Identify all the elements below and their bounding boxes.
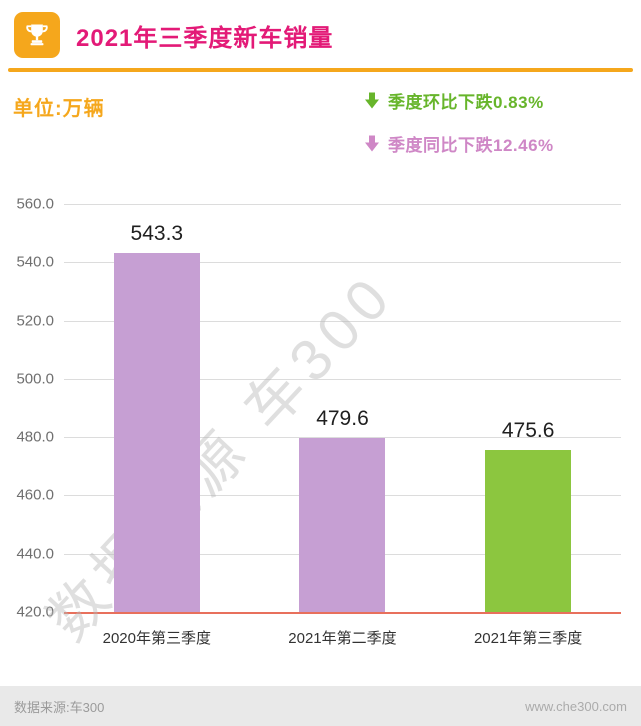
bar-value-label: 475.6 (501, 418, 555, 442)
annotation-qoq: 季度环比下跌0.83% (365, 88, 554, 113)
gridline (64, 320, 621, 322)
y-axis-label: 500.0 (16, 370, 54, 388)
x-labels: 2020年第三季度 2021年第二季度 2021年第三季度 (64, 627, 621, 648)
bar-value-label: 543.3 (130, 221, 184, 245)
bar-column: 543.3 (113, 204, 200, 612)
x-axis-label: 2021年第三季度 (473, 630, 583, 647)
plot: 543.3 479.6 475.6 560.0 540.0 520.0 500.0 480.… (16, 196, 621, 621)
subheader: 单位:万辆 季度环比下跌0.83% 季度同比下跌12.46% (0, 72, 641, 168)
gridline (64, 262, 621, 264)
y-axis-label: 540.0 (16, 253, 54, 271)
footer: 数据来源:车300 www.che300.com (0, 686, 641, 726)
unit-label: 单位:万辆 (13, 98, 105, 120)
bar: 475.6 (485, 419, 572, 612)
down-arrow-icon (365, 135, 379, 152)
y-axis-label: 440.0 (16, 545, 54, 563)
data-source-label: 数据来源:车300 (14, 699, 105, 715)
x-axis-label: 2021年第二季度 (288, 630, 397, 647)
bars: 543.3 479.6 475.6 (64, 204, 621, 612)
down-arrow-icon (365, 92, 379, 109)
y-axis-label: 520.0 (16, 312, 54, 330)
trophy-icon (14, 12, 60, 58)
gridline (64, 378, 621, 380)
header-divider (8, 68, 633, 72)
y-axis-label: 560.0 (16, 195, 54, 213)
y-axis-label: 420.0 (16, 603, 54, 621)
chart-area: 543.3 479.6 475.6 560.0 540.0 520.0 500.0 480.… (0, 168, 641, 654)
trophy-icon-glyph (26, 24, 48, 46)
gridline (64, 437, 621, 439)
bar: 543.3 (113, 222, 200, 612)
y-axis-label: 460.0 (16, 486, 54, 504)
annotation-qoq-text: 季度环比下跌0.83% (388, 93, 544, 112)
bar-value-label: 479.6 (316, 407, 369, 431)
annotation-yoy-text: 季度同比下跌12.46% (388, 136, 554, 155)
y-axis-label: 480.0 (16, 428, 54, 446)
page-title: 2021年三季度新车销量 (76, 24, 334, 52)
bar-column: 475.6 (485, 204, 572, 612)
bar: 479.6 (299, 407, 386, 612)
header: 2021年三季度新车销量 (0, 0, 641, 68)
annotation-yoy: 季度同比下跌12.46% (365, 131, 554, 156)
gridline (64, 204, 621, 205)
bar-column: 479.6 (299, 204, 386, 612)
annotations: 季度环比下跌0.83% 季度同比下跌12.46% (365, 88, 554, 156)
x-axis-label: 2020年第三季度 (102, 630, 211, 647)
website-url: www.che300.com (525, 698, 627, 714)
